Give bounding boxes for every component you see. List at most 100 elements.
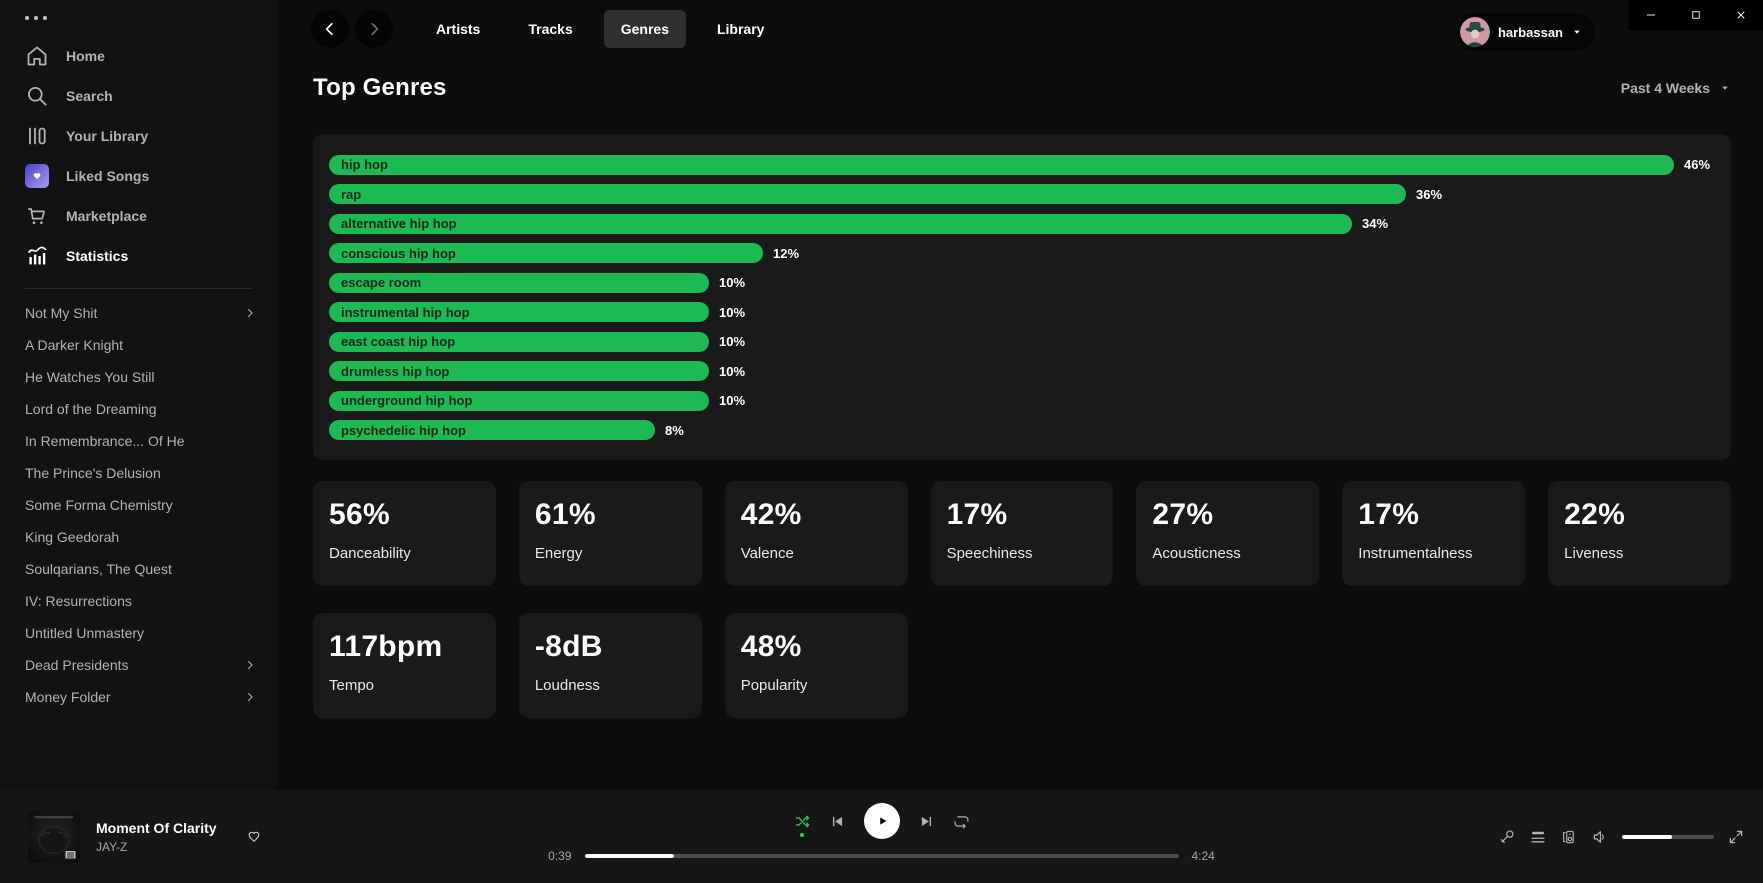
stat-value: 56% [329,498,390,531]
volume-button[interactable] [1591,828,1609,846]
forward-button[interactable] [355,10,393,48]
genre-bar: conscious hip hop [329,243,763,264]
play-button[interactable] [863,803,900,839]
genre-bar-row: drumless hip hop 10% [329,357,1715,387]
sidebar-playlist-dead-presidents[interactable]: Dead Presidents [0,649,277,681]
time-range-label: Past 4 Weeks [1620,80,1710,96]
tab-tracks[interactable]: Tracks [511,10,589,48]
chevron-right-icon [243,306,257,320]
sidebar-playlist-some-forma-chemistry[interactable]: Some Forma Chemistry [25,497,173,513]
connect-device-button[interactable] [1560,828,1578,846]
genres-bar-chart: hip hop 46% rap 36% alternative hip hop … [313,134,1731,460]
stat-label: Valence [740,545,794,562]
stat-card-loudness: -8dB Loudness [518,613,702,718]
sidebar-playlist-a-darker-knight[interactable]: A Darker Knight [25,337,124,353]
genre-bar: instrumental hip hop [329,302,709,323]
app-menu-icon[interactable] [0,0,60,20]
sidebar-playlist-king-geedorah[interactable]: King Geedorah [25,529,120,545]
genre-percent-label: 10% [719,304,746,320]
time-range-dropdown[interactable]: Past 4 Weeks [1621,80,1731,96]
sidebar-item-search[interactable]: Search [0,76,277,116]
sidebar-item-liked-songs[interactable]: Liked Songs [0,156,277,196]
stat-card-energy: 61% Energy [518,481,702,586]
genre-bar: alternative hip hop [329,213,1352,234]
sidebar-playlist-the-prince-s-delusion[interactable]: The Prince's Delusion [25,465,161,481]
sidebar-playlist-money-folder[interactable]: Money Folder [0,681,277,713]
total-time: 4:24 [1191,849,1215,863]
previous-track-button[interactable] [829,813,846,830]
genre-label: conscious hip hop [341,245,456,261]
sidebar-playlist-not-my-shit[interactable]: Not My Shit [0,297,277,329]
stat-value: 117bpm [329,630,443,663]
window-controls [1629,0,1763,30]
sidebar-playlist-he-watches-you-still[interactable]: He Watches You Still [25,369,155,385]
sidebar-item-statistics[interactable]: Statistics [0,236,277,276]
close-button[interactable] [1718,0,1763,30]
play-icon [879,817,886,825]
genre-bar: rap [329,184,1406,205]
stat-label: Acousticness [1152,545,1241,562]
tab-genres[interactable]: Genres [603,10,686,48]
genre-percent-label: 36% [1416,186,1443,202]
genre-percent-label: 8% [665,422,684,438]
stat-value: 61% [534,498,596,531]
next-track-button[interactable] [918,813,935,830]
genre-label: rap [341,186,362,202]
stat-label: Loudness [534,677,600,694]
genre-bar: psychedelic hip hop [329,420,655,441]
album-art[interactable] [28,810,80,863]
stat-card-valence: 42% Valence [724,481,908,586]
maximize-button[interactable] [1674,0,1719,30]
like-track-button[interactable] [245,828,263,846]
stat-card-speechiness: 17% Speechiness [930,481,1114,586]
now-playing-artist[interactable]: JAY-Z [96,839,128,854]
genre-bar-row: conscious hip hop 12% [329,239,1715,269]
sidebar-playlist-soulqarians-the-quest[interactable]: Soulqarians, The Quest [25,561,172,577]
stat-value: 27% [1152,498,1214,531]
volume-slider[interactable] [1622,834,1714,839]
user-menu[interactable]: harbassan [1455,13,1595,51]
tab-library[interactable]: Library [700,10,781,48]
sidebar-playlist-in-remembrance-of-he[interactable]: In Remembrance... Of He [25,433,185,449]
now-playing-title[interactable]: Moment Of Clarity [96,819,217,836]
sidebar-playlist-untitled-unmastery[interactable]: Untitled Unmastery [25,625,145,641]
sidebar-item-home[interactable]: Home [0,36,277,76]
back-button[interactable] [311,10,349,48]
lyrics-button[interactable] [1498,828,1516,846]
chevron-down-icon [1719,82,1731,94]
genre-percent-label: 46% [1684,157,1711,173]
progress-bar[interactable] [584,854,1179,858]
shuffle-button[interactable] [794,813,811,830]
shuffle-icon [795,815,809,827]
page-title: Top Genres [313,74,447,101]
username: harbassan [1497,24,1563,40]
heart-icon [248,831,259,842]
repeat-button[interactable] [953,813,970,830]
audio-feature-cards: 56% Danceability 61% Energy 42% Valence … [313,481,1731,718]
genre-bar-row: alternative hip hop 34% [329,209,1715,239]
sidebar-item-your-library[interactable]: Your Library [0,116,277,156]
previous-icon [832,816,842,826]
queue-button[interactable] [1529,828,1547,846]
sidebar-playlist-iv-resurrections[interactable]: IV: Resurrections [25,593,132,609]
progress-fill [584,854,674,858]
search-icon [25,84,49,108]
genre-bar-row: psychedelic hip hop 8% [329,416,1715,446]
sidebar-item-marketplace[interactable]: Marketplace [0,196,277,236]
volume-fill [1622,834,1672,839]
stat-label: Energy [534,545,583,562]
tab-artists[interactable]: Artists [419,10,497,48]
chevron-right-icon [243,658,257,672]
genre-label: instrumental hip hop [341,304,470,320]
fullscreen-button[interactable] [1727,828,1745,846]
queue-icon [1531,831,1545,842]
sidebar-divider [25,288,252,289]
stat-card-acousticness: 27% Acousticness [1136,481,1320,586]
stat-value: 48% [740,630,802,663]
stat-card-liveness: 22% Liveness [1548,481,1731,586]
sidebar-playlist-lord-of-the-dreaming[interactable]: Lord of the Dreaming [25,401,157,417]
minimize-button[interactable] [1629,0,1674,30]
sidebar: Home Search Your Library Liked Songs Mar… [0,0,277,790]
genre-bar-row: east coast hip hop 10% [329,327,1715,357]
